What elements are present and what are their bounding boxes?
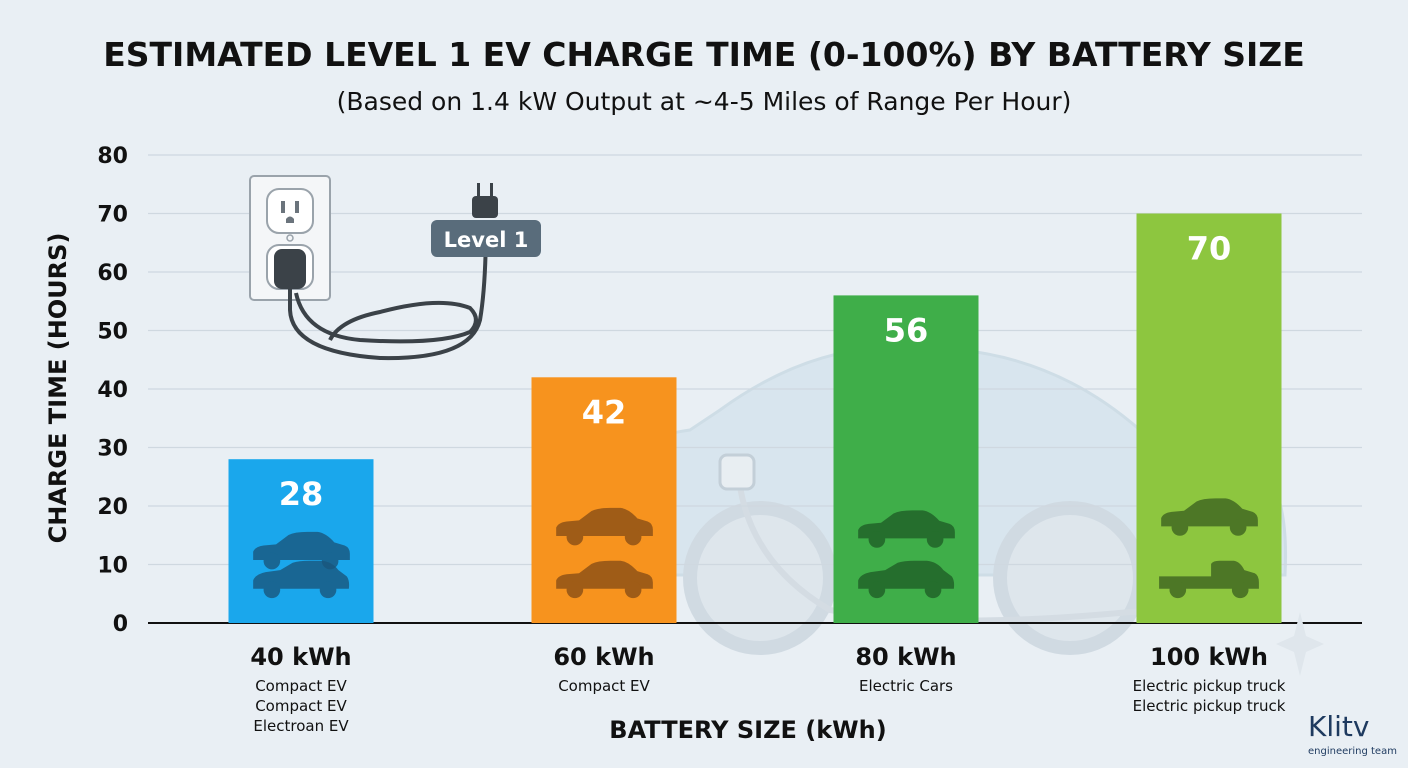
svg-text:engineering team: engineering team [1308,746,1397,757]
y-tick-label: 60 [97,261,128,286]
svg-text:Klitv: Klitv [1308,710,1369,743]
y-axis-label: CHARGE TIME (HOURS) [44,233,72,544]
y-tick-label: 10 [97,554,128,579]
bar-value-label: 56 [884,311,929,349]
bar-value-label: 28 [279,475,324,513]
charging-cable [288,221,488,361]
bar-value-label: 42 [582,393,627,431]
x-tick-label: 80 kWh [855,643,956,671]
bar-100-kwh [1136,213,1282,623]
y-tick-label: 0 [113,612,128,637]
y-tick-label: 40 [97,378,128,403]
level-badge: Level 1 [431,220,541,257]
bars: 28 42 56 70 [228,213,1282,623]
y-tick-label: 70 [97,203,128,228]
y-tick-label: 80 [97,144,128,169]
y-tick-label: 20 [97,495,128,520]
logo: Klitv engineering team [1276,612,1397,757]
y-tick-label: 50 [97,320,128,345]
x-tick-label: 40 kWh [250,643,351,671]
x-tick-label: 100 kWh [1150,643,1268,671]
y-tick-labels: 0 10 20 30 40 50 60 70 80 [97,144,128,637]
category-sublabel: Electric pickup truck [1133,677,1286,695]
svg-text:Level 1: Level 1 [444,228,529,252]
x-axis-label: BATTERY SIZE (kWh) [609,716,886,744]
charging-plug-icon [472,183,498,218]
category-sublabel: Compact EV [255,697,347,715]
category-sublabel: Electric Cars [859,677,953,695]
chart-subtitle: (Based on 1.4 kW Output at ~4-5 Miles of… [337,87,1072,116]
category-sublabel: Compact EV [255,677,347,695]
y-tick-label: 30 [97,437,128,462]
bar-value-label: 70 [1187,230,1232,268]
category-labels: 40 kWh Compact EV Compact EV Electroan EV 60… [250,643,1285,735]
wall-outlet-icon [249,175,331,301]
x-tick-label: 60 kWh [553,643,654,671]
category-sublabel: Electroan EV [253,717,349,735]
category-sublabel: Compact EV [558,677,650,695]
chart-title: ESTIMATED LEVEL 1 EV CHARGE TIME (0-100%… [103,35,1305,74]
category-sublabel: Electric pickup truck [1133,697,1286,715]
